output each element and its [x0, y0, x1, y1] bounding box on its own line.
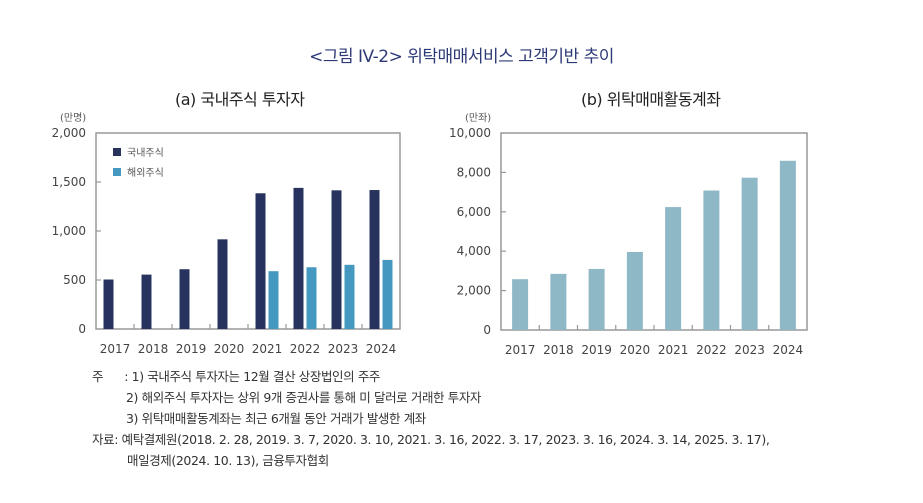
x-tick-label: 2018: [138, 342, 169, 356]
bar-overseas-2021: [268, 271, 279, 329]
x-tick-label: 2024: [366, 342, 397, 356]
legend-label: 국내주식: [127, 147, 164, 159]
y-tick-label: 8,000: [457, 165, 491, 179]
x-tick-label: 2021: [252, 342, 283, 356]
note-row-2: 2) 해외주식 투자자는 상위 9개 증권사를 통해 미 달러로 거래한 투자자: [92, 387, 769, 408]
figure-title: <그림 IV-2> 위탁매매서비스 고객기반 추이: [309, 47, 614, 67]
x-tick-label: 2019: [581, 343, 612, 357]
bar-accounts-2023: [741, 177, 758, 330]
x-tick-label: 2019: [176, 342, 207, 356]
bar-overseas-2023: [344, 264, 355, 329]
plot-frame: [500, 132, 808, 331]
note-item: 1) 국내주식 투자자는 12월 결산 상장법인의 주주: [131, 369, 381, 384]
y-tick-label: 500: [63, 273, 86, 287]
legend-swatch-overseas: [113, 168, 121, 176]
notes-separator: :: [124, 369, 129, 384]
bar-domestic-2019: [179, 269, 190, 329]
note-item: 2) 해외주식 투자자는 상위 9개 증권사를 통해 미 달러로 거래한 투자자: [126, 390, 482, 405]
bar-accounts-2022: [703, 190, 720, 330]
x-tick-label: 2022: [696, 343, 727, 357]
y-tick-label: 6,000: [457, 205, 491, 219]
bar-domestic-2020: [217, 239, 228, 329]
y-tick-label: 0: [78, 322, 86, 336]
x-tick-label: 2017: [505, 343, 536, 357]
note-row-1: 주 : 1) 국내주식 투자자는 12월 결산 상장법인의 주주: [92, 366, 769, 387]
note-item: 3) 위탁매매활동계좌는 최근 6개월 동안 거래가 발생한 계좌: [126, 411, 426, 426]
notes-label: 주: [92, 369, 104, 384]
x-tick-label: 2022: [290, 342, 321, 356]
y-tick-label: 1,000: [52, 224, 86, 238]
y-tick-label: 4,000: [457, 244, 491, 258]
x-tick-label: 2023: [734, 343, 765, 357]
source-line: 예탁결제원(2018. 2. 28, 2019. 3. 7, 2020. 3. …: [121, 432, 770, 447]
bar-accounts-2019: [588, 268, 605, 330]
bar-overseas-2024: [382, 259, 393, 329]
bar-domestic-2021: [255, 193, 266, 329]
bar-domestic-2022: [293, 187, 304, 329]
source-row-1: 자료: 예탁결제원(2018. 2. 28, 2019. 3. 7, 2020.…: [92, 429, 770, 450]
y-unit-label: (만명): [60, 112, 86, 124]
y-tick-label: 2,000: [52, 126, 86, 140]
x-tick-label: 2017: [100, 342, 131, 356]
x-tick-label: 2020: [620, 343, 651, 357]
x-tick-label: 2018: [543, 343, 574, 357]
x-tick-label: 2021: [658, 343, 689, 357]
legend-label: 해외주식: [127, 166, 164, 179]
source-row-2: 매일경제(2024. 10. 13), 금융투자협회: [92, 450, 769, 471]
x-tick-label: 2024: [773, 343, 804, 357]
bar-domestic-2017: [103, 279, 114, 329]
source-label: 자료:: [92, 432, 119, 447]
y-tick-label: 10,000: [449, 126, 491, 140]
x-tick-label: 2020: [214, 342, 245, 356]
bar-accounts-2020: [626, 251, 643, 330]
notes-section: 주 : 1) 국내주식 투자자는 12월 결산 상장법인의 주주 2) 해외주식…: [92, 366, 770, 471]
bar-domestic-2023: [331, 190, 342, 329]
y-unit-label: (만좌): [465, 112, 491, 124]
chart-b-title: (b) 위탁매매활동계좌: [581, 90, 721, 109]
bar-accounts-2017: [512, 279, 529, 330]
bar-domestic-2018: [141, 274, 152, 329]
bar-accounts-2018: [550, 273, 567, 330]
bar-overseas-2022: [306, 267, 317, 329]
y-tick-label: 2,000: [457, 284, 491, 298]
chart-a-domestic-investors: (만명) 0 500 1,000 1,500 2,000 2017 2018 2019 2020 2…: [52, 112, 401, 356]
bar-accounts-2024: [779, 160, 796, 330]
note-row-3: 3) 위탁매매활동계좌는 최근 6개월 동안 거래가 발생한 계좌: [92, 408, 769, 429]
bar-accounts-2021: [665, 207, 682, 330]
source-line: 매일경제(2024. 10. 13), 금융투자협회: [127, 453, 329, 468]
legend-swatch-domestic: [113, 148, 121, 156]
bar-domestic-2024: [369, 190, 380, 329]
chart-b-active-accounts: (만좌) 0 2,000 4,000 6,000 8,000 10,000 2017 2018 2…: [449, 112, 808, 357]
y-tick-label: 1,500: [52, 175, 86, 189]
x-tick-label: 2023: [328, 342, 359, 356]
y-tick-label: 0: [483, 323, 491, 337]
chart-a-title: (a) 국내주식 투자자: [175, 90, 305, 109]
